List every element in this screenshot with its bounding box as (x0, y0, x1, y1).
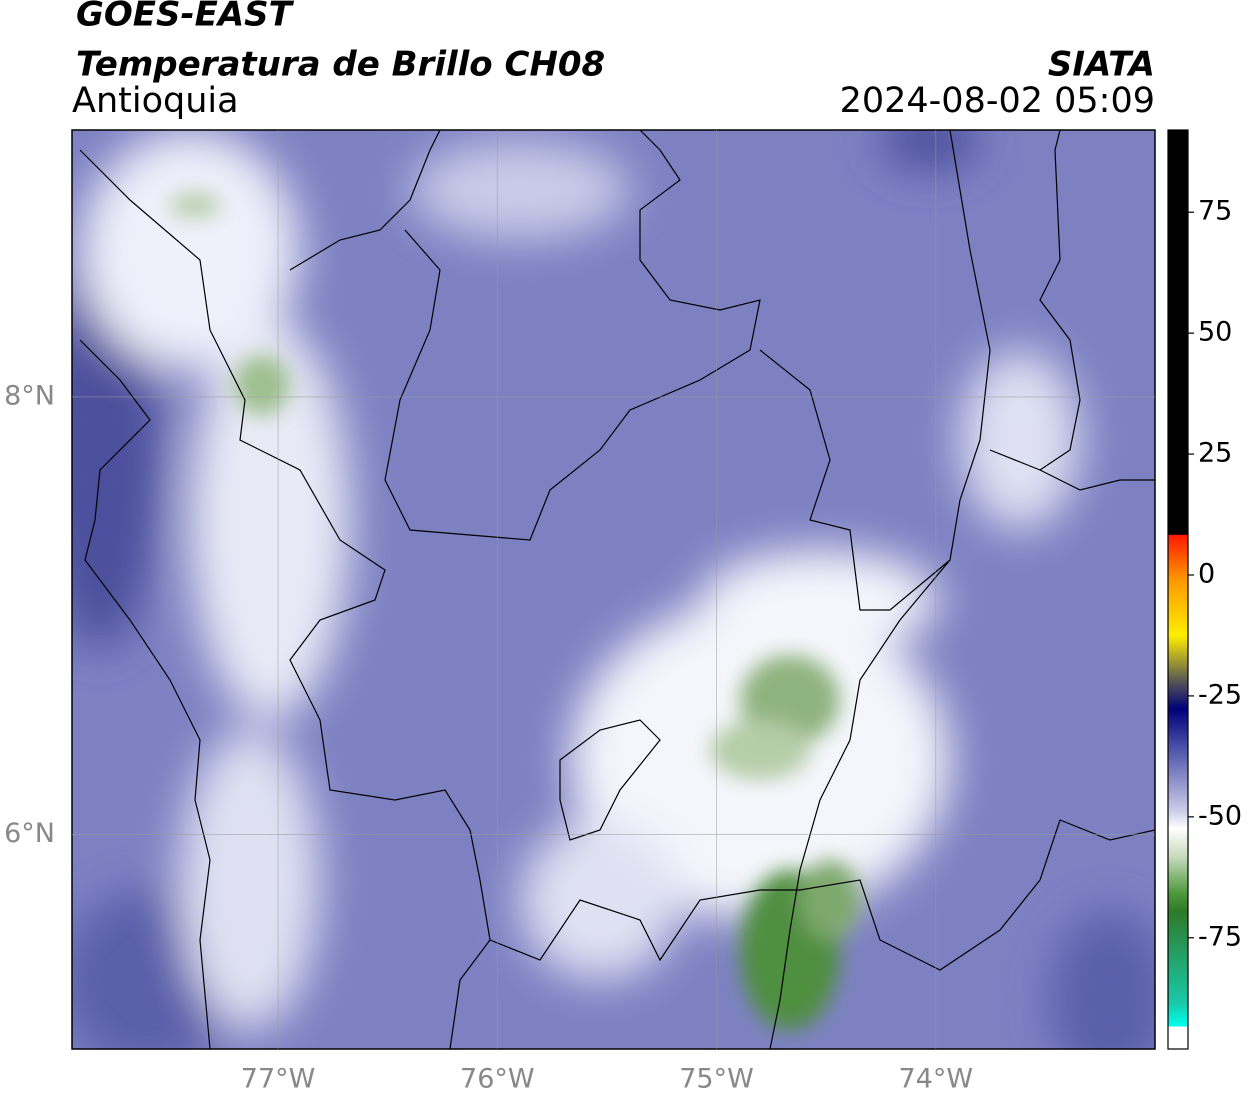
lat-label: 8°N (4, 380, 55, 411)
satellite-image (72, 130, 1155, 1049)
map-frame (71, 129, 1156, 1050)
colorbar-label: -25 (1198, 679, 1242, 710)
colorbar (1167, 129, 1189, 1050)
title: GOES-EAST (76, 0, 295, 35)
colorbar-label: 25 (1198, 438, 1232, 469)
subtitle: Temperatura de Brillo CH08 (76, 45, 605, 85)
colorbar-label: 0 (1198, 558, 1215, 589)
source: SIATA (1048, 45, 1155, 85)
lon-label: 74°W (898, 1064, 973, 1095)
colorbar-label: 75 (1198, 196, 1232, 227)
lon-label: 76°W (460, 1064, 535, 1095)
lon-label: 75°W (679, 1064, 754, 1095)
lon-label: 77°W (241, 1064, 316, 1095)
lat-label: 6°N (4, 818, 55, 849)
colorbar-label: 50 (1198, 317, 1232, 348)
region: Antioquia (72, 81, 239, 121)
colorbar-label: -75 (1198, 921, 1242, 952)
colorbar-label: -50 (1198, 800, 1242, 831)
datetime: 2024-08-02 05:09 (840, 81, 1155, 121)
